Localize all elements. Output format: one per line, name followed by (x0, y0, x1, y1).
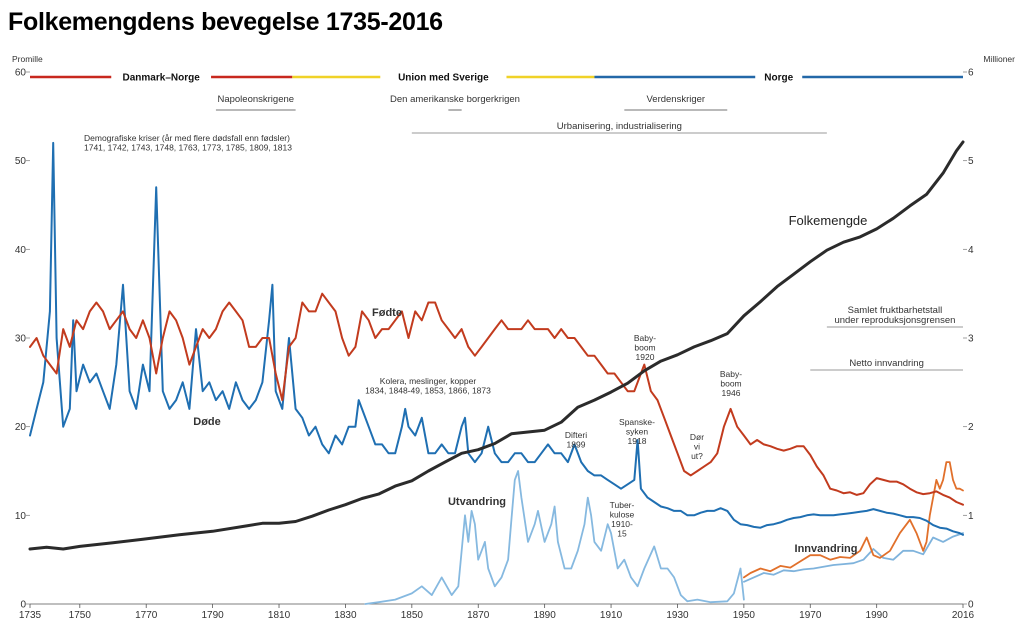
series-label: Fødte (372, 307, 402, 319)
series-label: Innvandring (795, 543, 858, 555)
y-right-label: Millioner (983, 54, 1015, 64)
era-label: Danmark–Norge (123, 73, 201, 84)
annotation: Spanske-syken 1918 (619, 417, 655, 446)
y-left-tick-label: 20 (15, 422, 27, 433)
series-line-f-dte (29, 292, 964, 506)
x-tick-label: 1990 (866, 610, 889, 621)
x-tick-label: 1850 (401, 610, 424, 621)
x-tick-label: 1770 (135, 610, 158, 621)
x-tick-label: 2016 (952, 610, 975, 621)
axes: Promille Millioner 0 10 20 30 40 50 60 0 1 2 3 4 5 6 173… (12, 54, 1015, 621)
series-line-netto-innvandring (743, 461, 964, 579)
x-tick-label: 1810 (268, 610, 291, 621)
y-left-tick-label: 50 (15, 156, 27, 167)
y-left-tick-label: 40 (15, 245, 27, 256)
x-tick-label: 1735 (19, 610, 42, 621)
series-label: Utvandring (448, 496, 506, 508)
period-label: Urbanisering, industrialisering (557, 121, 682, 132)
x-tick-label: 1870 (467, 610, 490, 621)
y-right-tick-label: 6 (968, 68, 974, 79)
period-label: Napoleonskrigene (217, 94, 294, 105)
annotation: Demografiske kriser (år med flere dødsfa… (84, 133, 292, 153)
series-label: Folkemengde (789, 213, 868, 228)
y-left-tick-label: 60 (15, 68, 27, 79)
annotation: Difteri 1899 (565, 430, 587, 450)
era-label: Norge (764, 73, 793, 84)
annotation: Kolera, meslinger, kopper 1834, 1848-49, … (365, 376, 491, 396)
x-tick-label: 1950 (733, 610, 756, 621)
y-right-tick-label: 1 (968, 511, 974, 522)
x-tick-label: 1750 (69, 610, 92, 621)
x-tick-label: 1830 (334, 610, 357, 621)
x-tick-label: 1910 (600, 610, 623, 621)
y-right-tick-label: 4 (968, 245, 974, 256)
annotation: Baby-boom 1920 (634, 333, 656, 362)
y-left-tick-label: 0 (20, 600, 26, 611)
x-tick-label: 1890 (534, 610, 557, 621)
timeline-bands: Danmark–Norge Union med Sverige Norge Napol… (30, 73, 963, 371)
y-right-tick-label: 3 (968, 334, 974, 345)
series-line-utvandring (364, 470, 745, 605)
period-label: Verdenskriger (646, 94, 705, 105)
y-right-tick-label: 5 (968, 156, 974, 167)
y-right-tick-label: 2 (968, 422, 974, 433)
x-tick-label: 1790 (201, 610, 224, 621)
period-label: Netto innvandring (849, 358, 923, 369)
series-line-d-de (29, 141, 964, 536)
y-left-label: Promille (12, 54, 43, 64)
page-title: Folkemengdens bevegelse 1735-2016 (8, 8, 443, 36)
y-right-tick-label: 0 (968, 600, 974, 611)
series-label: Døde (193, 416, 221, 428)
annotation: Dør vi ut? (690, 432, 704, 461)
era-label: Union med Sverige (398, 73, 489, 84)
series-lines (28, 140, 965, 605)
series-line-innvandring (743, 532, 964, 583)
series-line-folkemengde (28, 140, 965, 551)
y-left-tick-label: 10 (15, 511, 27, 522)
annotation: Baby-boom 1946 (720, 369, 742, 398)
x-tick-label: 1970 (799, 610, 822, 621)
period-label: Samlet fruktbarhetstall under reproduksjo… (834, 305, 955, 326)
y-left-tick-label: 30 (15, 334, 27, 345)
labels: Fødte Døde Utvandring Innvandring Folkemengd… (84, 133, 867, 555)
annotation: Tuber-kulose 1910-15 (610, 500, 635, 539)
period-label: Den amerikanske borgerkrigen (390, 94, 520, 105)
x-tick-label: 1930 (666, 610, 689, 621)
